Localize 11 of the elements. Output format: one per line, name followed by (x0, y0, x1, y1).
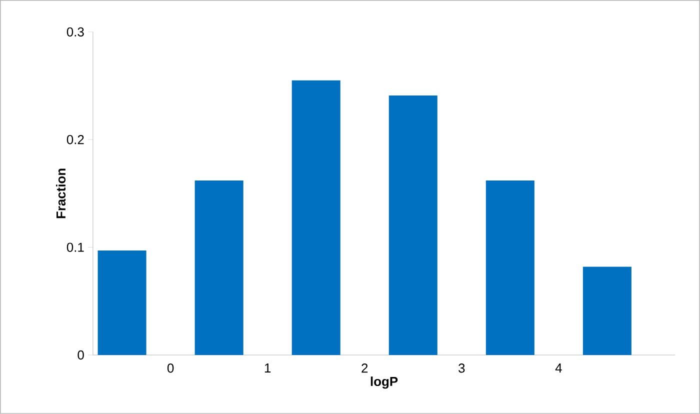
y-axis-title: Fraction (56, 168, 66, 218)
y-tick-label: 0.1 (66, 242, 84, 252)
y-tick-label: 0.3 (66, 27, 84, 37)
x-axis-title: logP (370, 376, 398, 389)
y-tick-label: 0.2 (66, 135, 84, 144)
x-tick-label: 2 (362, 364, 368, 373)
y-tick-label: 0 (78, 350, 84, 360)
x-tick-label: 4 (555, 364, 562, 372)
x-tick-label: 3 (458, 364, 465, 373)
x-tick-label: 1 (264, 364, 271, 372)
x-tick-label: 0 (167, 364, 174, 373)
